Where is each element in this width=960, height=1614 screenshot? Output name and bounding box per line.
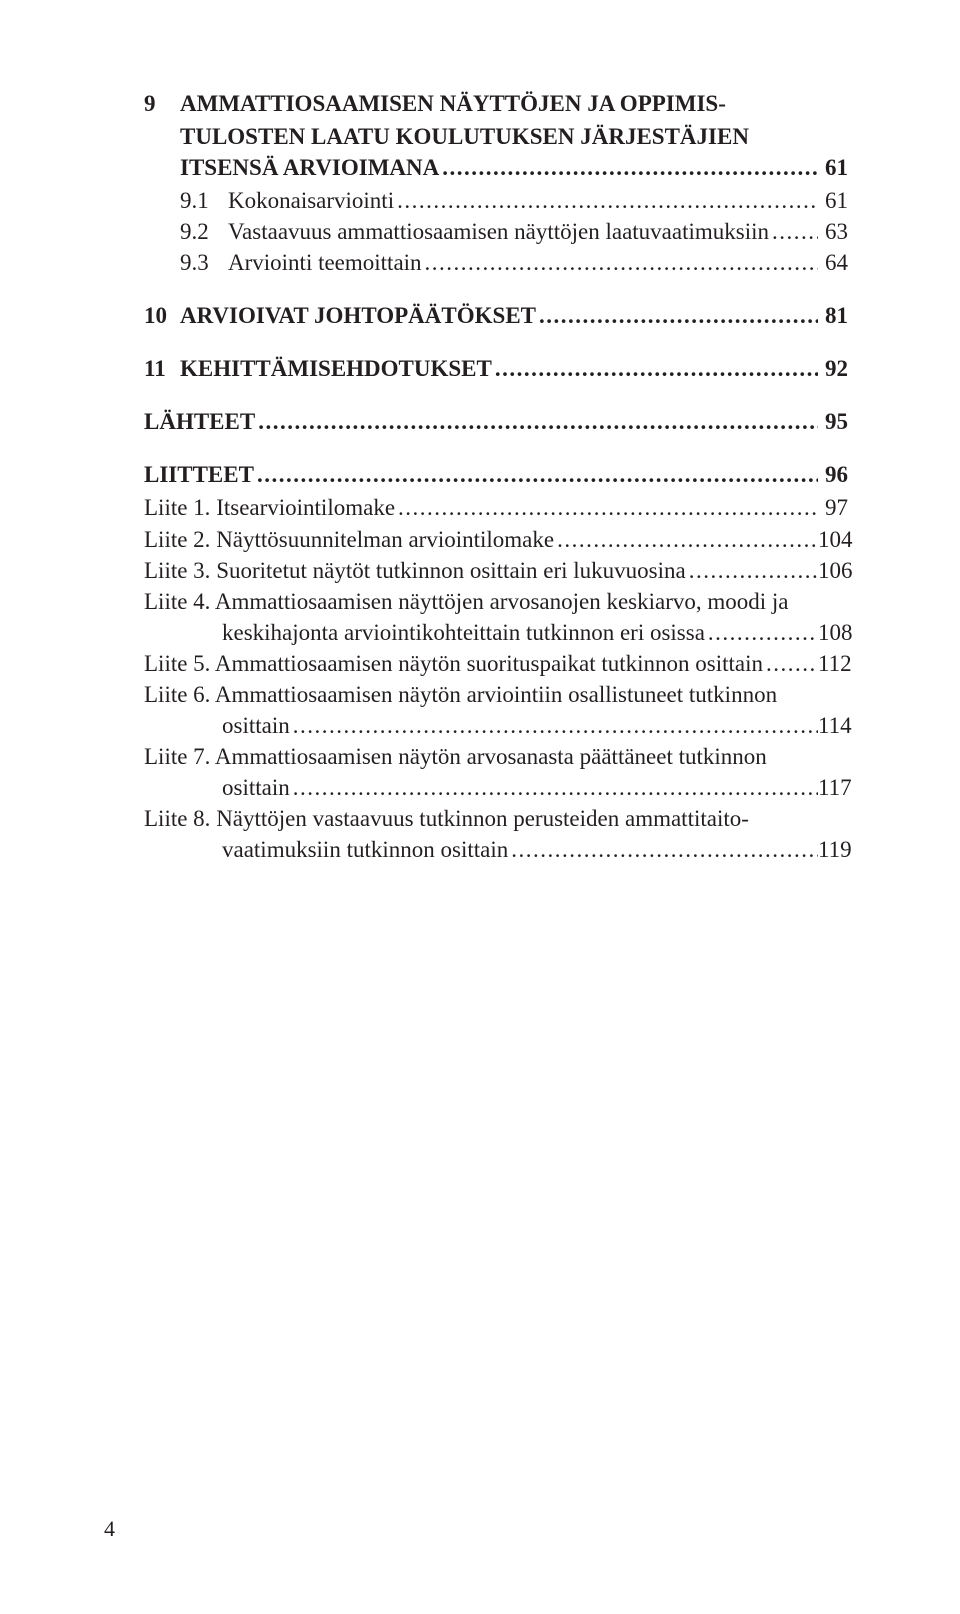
toc-liite-4-line1: Liite 4. Ammattiosaamisen näyttöjen arvo…: [144, 586, 848, 617]
toc-liitteet-heading: LIITTEET 96: [144, 459, 848, 490]
toc-title: osittain: [222, 710, 290, 741]
toc-page: 117: [818, 772, 848, 803]
toc-section-9-line3: ITSENSÄ ARVIOIMANA 61: [144, 152, 848, 183]
toc-liite-6-line1: Liite 6. Ammattiosaamisen näytön arvioin…: [144, 679, 848, 710]
toc-page: 81: [818, 300, 848, 331]
toc-liite-5: Liite 5. Ammattiosaamisen näytön suoritu…: [144, 648, 848, 679]
toc-leader: [395, 492, 818, 523]
toc-title: Ammattiosaamisen näyttöjen arvosanojen k…: [215, 589, 789, 614]
toc-title: Ammattiosaamisen näytön arvosanasta päät…: [215, 744, 767, 769]
toc-prefix: Liite 7.: [144, 744, 215, 769]
toc-liite-6-line2: osittain 114: [144, 710, 848, 741]
toc-liite-7-line1: Liite 7. Ammattiosaamisen näytön arvosan…: [144, 741, 848, 772]
toc-leader: [554, 524, 818, 555]
toc-section-10: 10ARVIOIVAT JOHTOPÄÄTÖKSET 81: [144, 300, 848, 331]
toc-prefix: Liite 1.: [144, 495, 216, 520]
toc-num: 9.3: [180, 247, 228, 278]
toc-leader: [290, 710, 818, 741]
toc-leader: [769, 216, 818, 247]
toc-leader: [422, 247, 818, 278]
toc-title: Kokonaisarviointi: [228, 188, 394, 213]
toc-leader: [763, 648, 818, 679]
toc-leader: [508, 834, 818, 865]
toc-section-11: 11KEHITTÄMISEHDOTUKSET 92: [144, 353, 848, 384]
toc-num: 11: [144, 353, 180, 384]
table-of-contents: 9AMMATTIOSAAMISEN NÄYTTÖJEN JA OPPIMIS- …: [144, 88, 848, 865]
toc-page: 114: [818, 710, 848, 741]
toc-title: LÄHTEET: [144, 406, 255, 437]
toc-page: 106: [818, 555, 848, 586]
toc-lahteet: LÄHTEET 95: [144, 406, 848, 437]
toc-leader: [705, 617, 818, 648]
toc-page: 108: [818, 617, 848, 648]
toc-title: Näyttöjen vastaavuus tutkinnon perusteid…: [216, 806, 749, 831]
toc-liite-2: Liite 2. Näyttösuunnitelman arviointilom…: [144, 524, 848, 555]
toc-page: 96: [818, 459, 848, 490]
toc-sub-9-2: 9.2Vastaavuus ammattiosaamisen näyttöjen…: [144, 216, 848, 247]
toc-title: ITSENSÄ ARVIOIMANA: [180, 152, 439, 183]
toc-leader: [255, 406, 818, 437]
toc-liite-4-line2: keskihajonta arviointikohteittain tutkin…: [144, 617, 848, 648]
toc-leader: [536, 300, 818, 331]
toc-prefix: Liite 3.: [144, 558, 216, 583]
toc-title: keskihajonta arviointikohteittain tutkin…: [222, 617, 705, 648]
toc-title: osittain: [222, 772, 290, 803]
toc-liite-7-line2: osittain 117: [144, 772, 848, 803]
toc-section-9-line2: TULOSTEN LAATU KOULUTUKSEN JÄRJESTÄJIEN: [144, 121, 848, 152]
toc-sub-9-1: 9.1Kokonaisarviointi 61: [144, 185, 848, 216]
toc-leader: [492, 353, 818, 384]
toc-title: Arviointi teemoittain: [228, 250, 422, 275]
toc-title: TULOSTEN LAATU KOULUTUKSEN JÄRJESTÄJIEN: [180, 121, 749, 152]
toc-title: Suoritetut näytöt tutkinnon osittain eri…: [216, 558, 686, 583]
toc-title: ARVIOIVAT JOHTOPÄÄTÖKSET: [180, 303, 536, 328]
toc-liite-3: Liite 3. Suoritetut näytöt tutkinnon osi…: [144, 555, 848, 586]
toc-leader: [439, 152, 818, 183]
toc-page: 112: [818, 648, 848, 679]
toc-page: 92: [818, 353, 848, 384]
toc-page: 104: [818, 524, 848, 555]
toc-page: 119: [818, 834, 848, 865]
toc-title: vaatimuksiin tutkinnon osittain: [222, 834, 508, 865]
toc-prefix: Liite 6.: [144, 682, 215, 707]
toc-prefix: Liite 5.: [144, 651, 215, 676]
toc-title: Vastaavuus ammattiosaamisen näyttöjen la…: [228, 219, 769, 244]
toc-title: AMMATTIOSAAMISEN NÄYTTÖJEN JA OPPIMIS-: [180, 91, 726, 116]
toc-title: KEHITTÄMISEHDOTUKSET: [180, 356, 492, 381]
toc-title: Ammattiosaamisen näytön suorituspaikat t…: [215, 651, 763, 676]
page-number: 4: [104, 1516, 115, 1542]
toc-title: LIITTEET: [144, 459, 254, 490]
toc-page: 97: [818, 492, 848, 523]
toc-leader: [394, 185, 818, 216]
toc-page: 63: [818, 216, 848, 247]
toc-page: 61: [818, 152, 848, 183]
toc-liite-8-line2: vaatimuksiin tutkinnon osittain 119: [144, 834, 848, 865]
toc-liite-1: Liite 1. Itsearviointilomake 97: [144, 492, 848, 523]
toc-page: 95: [818, 406, 848, 437]
toc-page: 64: [818, 247, 848, 278]
toc-section-9-line1: 9AMMATTIOSAAMISEN NÄYTTÖJEN JA OPPIMIS-: [144, 88, 848, 119]
toc-prefix: Liite 8.: [144, 806, 216, 831]
toc-num: 9.2: [180, 216, 228, 247]
toc-leader: [290, 772, 818, 803]
toc-prefix: Liite 4.: [144, 589, 215, 614]
toc-num: 9: [144, 88, 180, 119]
toc-leader: [686, 555, 818, 586]
toc-prefix: Liite 2.: [144, 527, 216, 552]
toc-title: Näyttösuunnitelman arviointilomake: [216, 527, 554, 552]
toc-num: 9.1: [180, 185, 228, 216]
toc-liite-8-line1: Liite 8. Näyttöjen vastaavuus tutkinnon …: [144, 803, 848, 834]
toc-page: 61: [818, 185, 848, 216]
toc-title: Ammattiosaamisen näytön arviointiin osal…: [215, 682, 777, 707]
toc-num: 10: [144, 300, 180, 331]
toc-sub-9-3: 9.3Arviointi teemoittain 64: [144, 247, 848, 278]
toc-leader: [254, 459, 818, 490]
toc-title: Itsearviointilomake: [216, 495, 395, 520]
